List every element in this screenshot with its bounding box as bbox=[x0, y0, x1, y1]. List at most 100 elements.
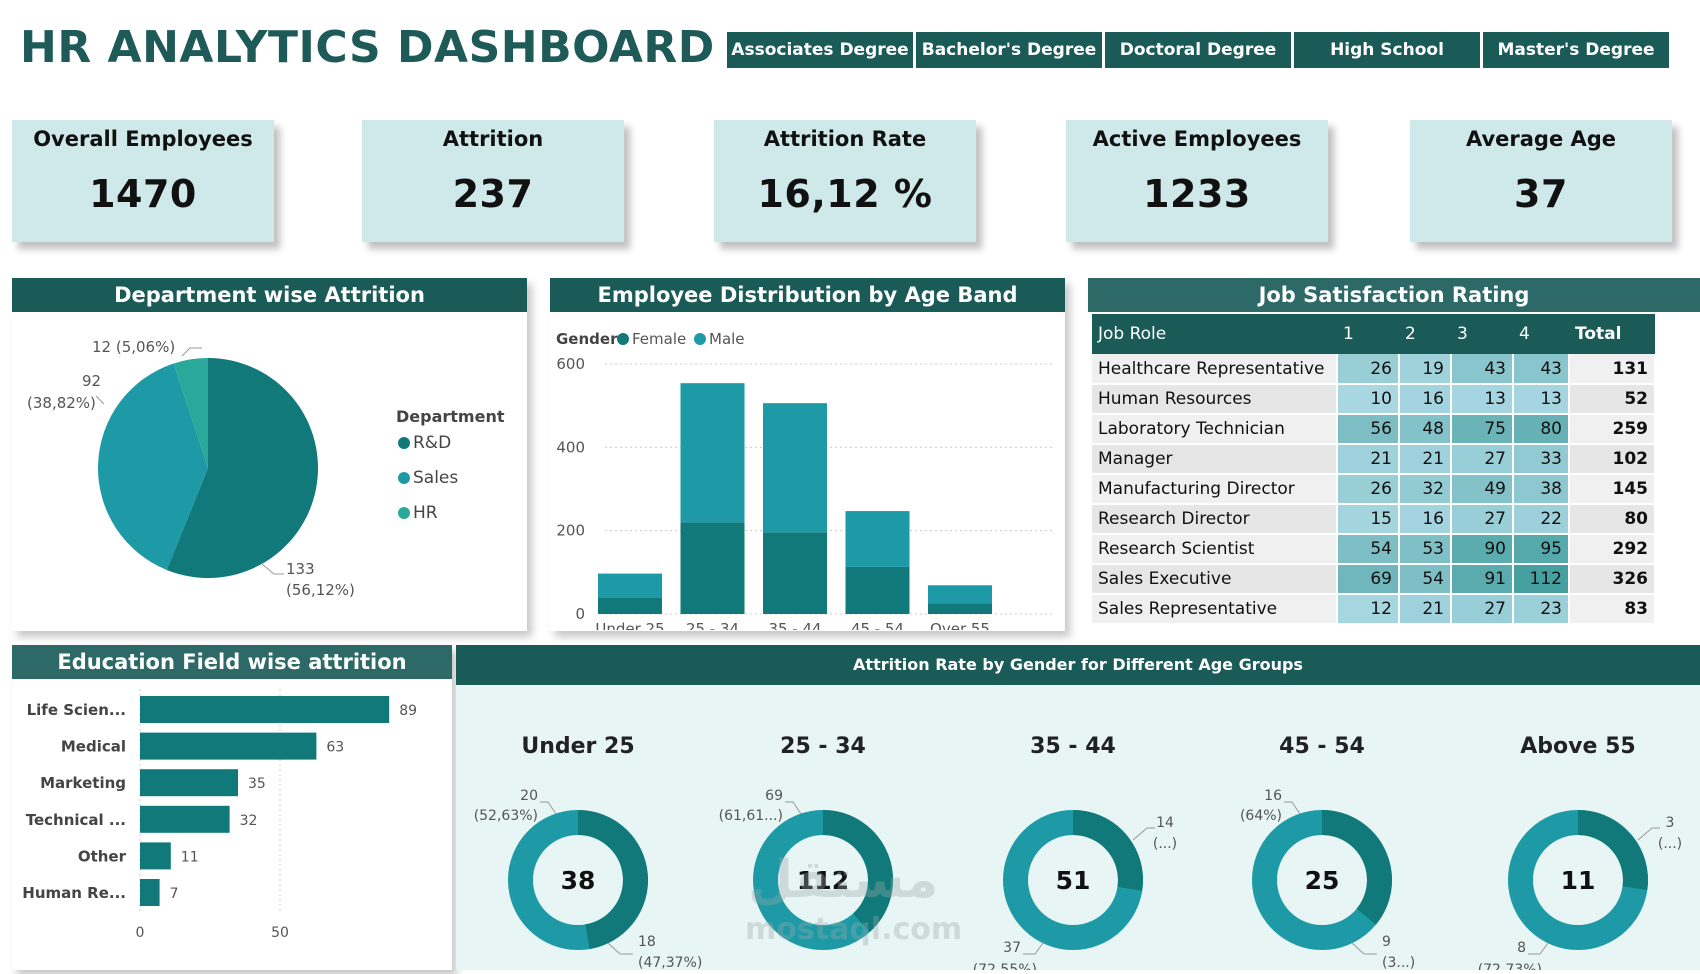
bar-female[interactable] bbox=[763, 532, 827, 614]
donut-arc-male[interactable] bbox=[1072, 810, 1143, 891]
rating-cell: 49 bbox=[1451, 474, 1514, 505]
donut-title: 35 - 44 bbox=[1030, 734, 1116, 759]
rating-cell: 53 bbox=[1399, 534, 1452, 565]
donut-label-value: 69 bbox=[765, 788, 783, 804]
bar-female[interactable] bbox=[680, 522, 745, 614]
pie-label-rd-value: 133 bbox=[286, 560, 315, 578]
table-row[interactable]: Research Director 15 16 27 22 80 bbox=[1092, 504, 1656, 535]
bar-value-label: 7 bbox=[170, 886, 179, 902]
age-band-chart: Gender Female Male 600 400 200 0 Under 25 25 - 3… bbox=[556, 330, 1055, 638]
rating-cell: 19 bbox=[1399, 354, 1452, 385]
category-label: Human Re... bbox=[22, 884, 126, 902]
rating-cell: 95 bbox=[1513, 534, 1570, 565]
y-tick-label: 400 bbox=[556, 438, 585, 456]
slicer-doctoral-degree[interactable]: Doctoral Degree bbox=[1105, 32, 1294, 68]
bar-male[interactable] bbox=[680, 383, 745, 523]
slicer-associates-degree[interactable]: Associates Degree bbox=[727, 32, 916, 68]
rating-cell: 10 bbox=[1337, 384, 1400, 415]
donut-labels: 16 (64%) 9 (3...) bbox=[1240, 788, 1415, 971]
age-band-title: Employee Distribution by Age Band bbox=[550, 278, 1065, 312]
pie-slice-hr[interactable] bbox=[173, 358, 208, 468]
slicer-master-s-degree[interactable]: Master's Degree bbox=[1483, 32, 1672, 68]
donut-label-pct: (...) bbox=[1658, 836, 1682, 852]
department-pie-chart: 133 (56,12%) 92 (38,82%) 12 (5,06%) Departmen… bbox=[27, 338, 505, 599]
bar-value-label: 35 bbox=[248, 776, 266, 792]
donut-title: 25 - 34 bbox=[780, 734, 866, 759]
table-row[interactable]: Manufacturing Director 26 32 49 38 145 bbox=[1092, 474, 1656, 505]
category-label: Technical ... bbox=[26, 811, 126, 829]
bar-male[interactable] bbox=[928, 585, 992, 604]
edu-bar[interactable] bbox=[140, 732, 317, 760]
bar-value-label: 63 bbox=[326, 740, 344, 756]
rating-cell: 75 bbox=[1451, 414, 1514, 445]
rating-cell: 38 bbox=[1513, 474, 1570, 505]
gender-age-title: Attrition Rate by Gender for Different A… bbox=[456, 645, 1700, 685]
slicer-high-school[interactable]: High School bbox=[1294, 32, 1483, 68]
table-row[interactable]: Sales Executive 69 54 91 112 326 bbox=[1092, 564, 1656, 595]
table-row[interactable]: Healthcare Representative 26 19 43 43 131 bbox=[1092, 354, 1656, 385]
edu-bar[interactable] bbox=[140, 769, 238, 797]
donut-label-value: 9 bbox=[1382, 934, 1391, 950]
bar-female[interactable] bbox=[928, 603, 992, 614]
edu-bar[interactable] bbox=[140, 879, 160, 906]
rating-cell: 13 bbox=[1513, 384, 1570, 415]
rating-cell: 21 bbox=[1399, 444, 1452, 475]
bar-female[interactable] bbox=[598, 597, 662, 614]
legend-title: Gender bbox=[556, 330, 618, 348]
edu-bar[interactable] bbox=[140, 696, 390, 723]
table-row[interactable]: Laboratory Technician 56 48 75 80 259 bbox=[1092, 414, 1656, 445]
rating-cell: 23 bbox=[1513, 594, 1570, 625]
job-role-cell: Manufacturing Director bbox=[1092, 474, 1338, 505]
rating-cell: 27 bbox=[1451, 444, 1514, 475]
category-label: Other bbox=[78, 847, 127, 865]
table-row[interactable]: Research Scientist 54 53 90 95 292 bbox=[1092, 534, 1656, 565]
table-row[interactable]: Manager 21 21 27 33 102 bbox=[1092, 444, 1656, 475]
bar-male[interactable] bbox=[845, 511, 910, 567]
bar-male[interactable] bbox=[763, 403, 827, 533]
job-role-cell: Sales Representative bbox=[1092, 594, 1338, 625]
pie-legend: Department R&D Sales HR bbox=[396, 407, 505, 523]
bar-female[interactable] bbox=[845, 566, 910, 614]
total-cell: 80 bbox=[1569, 504, 1656, 535]
rating-cell: 54 bbox=[1399, 564, 1452, 595]
legend-item: Male bbox=[709, 330, 745, 348]
donut-title: Under 25 bbox=[521, 734, 634, 759]
donut-center-value: 51 bbox=[1056, 866, 1091, 895]
table-header[interactable]: Total bbox=[1569, 314, 1655, 354]
rating-cell: 54 bbox=[1337, 534, 1400, 565]
job-role-cell: Human Resources bbox=[1092, 384, 1338, 415]
pie-slice-rd[interactable] bbox=[166, 358, 318, 578]
table-row[interactable]: Sales Representative 12 21 27 23 83 bbox=[1092, 594, 1656, 625]
pie-label-sales-value: 92 bbox=[82, 372, 101, 390]
bar-male[interactable] bbox=[598, 573, 662, 598]
donut-arc-male[interactable] bbox=[577, 810, 648, 950]
table-header[interactable]: 2 bbox=[1399, 314, 1451, 354]
edu-bar[interactable] bbox=[140, 842, 171, 870]
pie-slice-sales[interactable] bbox=[97, 363, 208, 570]
table-header[interactable]: Job Role bbox=[1092, 314, 1337, 354]
table-header[interactable]: 3 bbox=[1451, 314, 1513, 354]
donut-arc-male[interactable] bbox=[1577, 810, 1648, 890]
donut-label-value: 20 bbox=[520, 788, 538, 804]
donut-labels: 69 (61,61...) bbox=[719, 788, 802, 824]
donut-25-34: 25 - 34 112 69 (61,61...) bbox=[719, 734, 893, 950]
slicer-bachelor-s-degree[interactable]: Bachelor's Degree bbox=[916, 32, 1105, 68]
edu-bar[interactable] bbox=[140, 805, 230, 833]
rating-cell: 16 bbox=[1399, 384, 1452, 415]
age-legend: Gender Female Male bbox=[556, 330, 745, 348]
kpi-value: 16,12 % bbox=[757, 172, 933, 216]
donut-labels: 20 (52,63%) 18 (47,37%) bbox=[474, 788, 703, 971]
rating-cell: 91 bbox=[1451, 564, 1514, 595]
legend-dot bbox=[398, 472, 410, 484]
donut-arc-male[interactable] bbox=[1321, 810, 1392, 925]
donut-arc-male[interactable] bbox=[822, 810, 893, 933]
legend-dot bbox=[617, 333, 629, 345]
donut-title: Above 55 bbox=[1520, 734, 1635, 759]
rating-cell: 69 bbox=[1337, 564, 1400, 595]
table-header[interactable]: 1 bbox=[1337, 314, 1399, 354]
category-label: Life Scien... bbox=[27, 701, 126, 719]
table-row[interactable]: Human Resources 10 16 13 13 52 bbox=[1092, 384, 1656, 415]
table-header[interactable]: 4 bbox=[1513, 314, 1569, 354]
kpi-card: Attrition 237 bbox=[362, 120, 624, 242]
y-tick-label: 600 bbox=[556, 355, 585, 373]
